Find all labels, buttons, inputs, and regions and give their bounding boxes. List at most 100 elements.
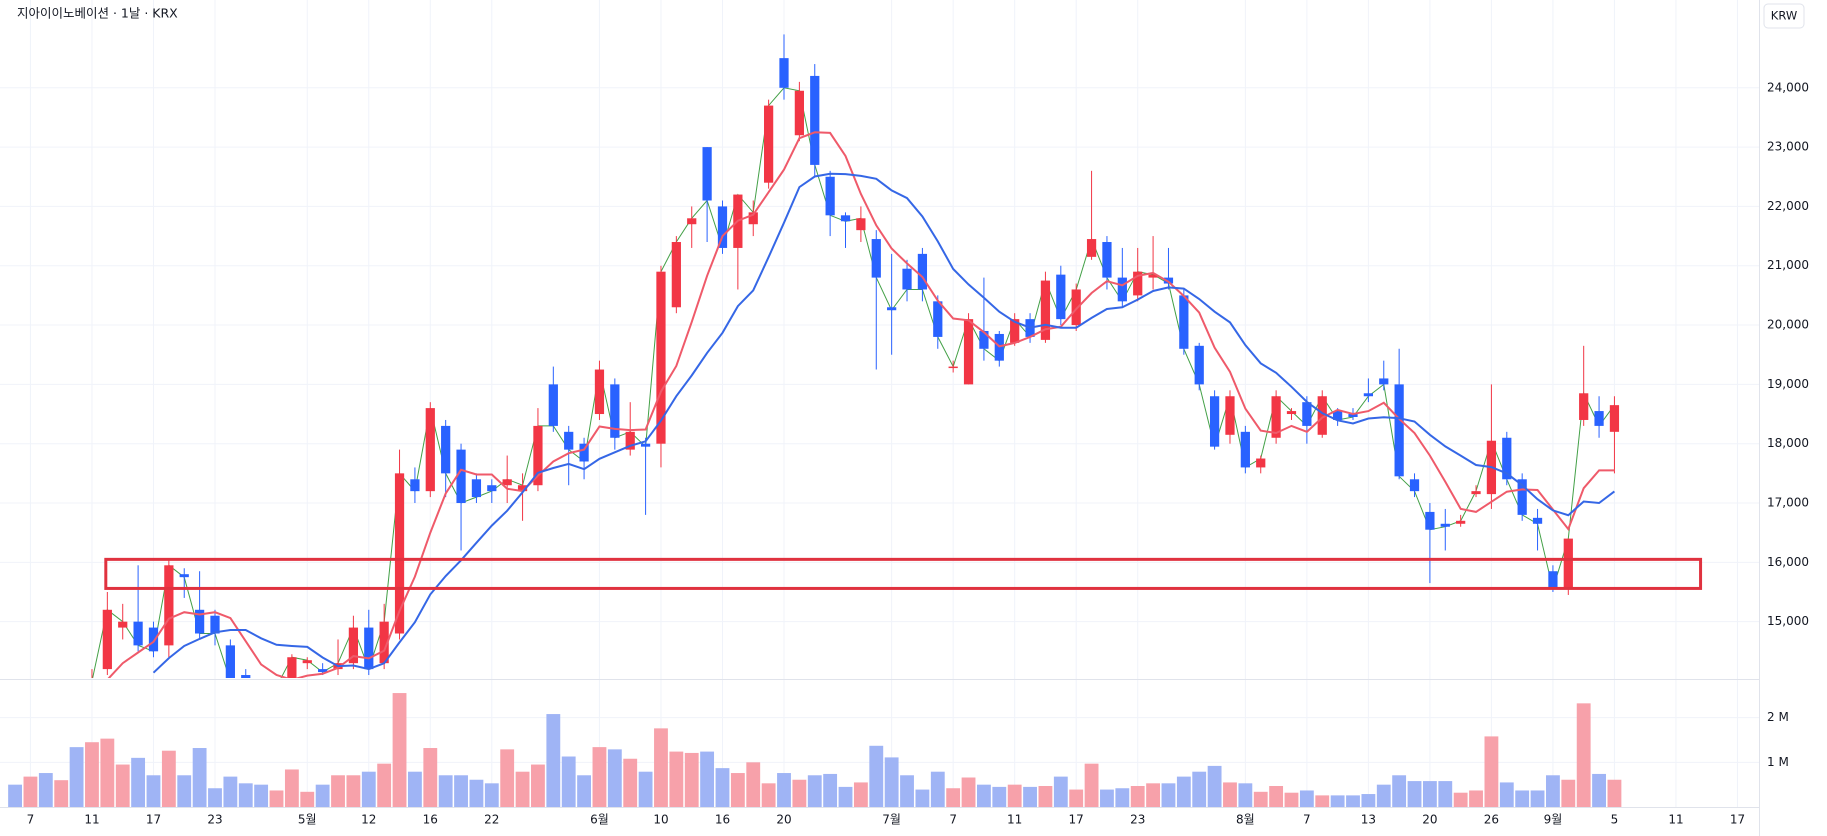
x-tick-label: 11	[1007, 813, 1022, 827]
volume-bar	[607, 749, 622, 807]
volume-bar	[315, 784, 330, 807]
volume-bar	[269, 790, 284, 807]
candle-body	[210, 615, 220, 634]
candle-body	[902, 268, 912, 290]
volume-bar	[331, 775, 345, 807]
x-tick-label: 17	[1730, 813, 1745, 827]
volume-bar	[884, 757, 899, 807]
candle-body	[1609, 405, 1620, 432]
x-tick-label: 6월	[590, 813, 609, 827]
y-tick-label: 22,000	[1767, 199, 1809, 213]
x-tick-label: 20	[776, 813, 791, 827]
volume-bar	[761, 783, 776, 807]
volume-bar	[1238, 783, 1253, 807]
candle-body	[302, 660, 312, 664]
volume-bar	[208, 788, 222, 807]
volume-bar	[1499, 782, 1514, 807]
candle-body	[979, 330, 989, 349]
candle-body	[702, 147, 712, 201]
candle-body	[225, 645, 235, 678]
y-tick-label: 17,000	[1767, 496, 1809, 510]
candle-body	[1394, 384, 1404, 477]
candle-body	[1517, 479, 1527, 515]
candle-body	[1409, 479, 1420, 492]
currency-badge[interactable]	[1763, 3, 1805, 29]
candle-body	[502, 479, 512, 486]
candle-body	[1071, 289, 1081, 326]
volume-tick-label: 2 M	[1767, 710, 1789, 724]
candle-body	[1594, 411, 1604, 426]
volume-bar	[192, 748, 207, 807]
volume-bar	[8, 784, 22, 807]
volume-bar	[1422, 781, 1437, 807]
candle-body	[1194, 345, 1204, 385]
x-tick-label: 13	[1361, 813, 1376, 827]
x-tick-label: 7	[949, 813, 957, 827]
y-tick-label: 21,000	[1767, 258, 1809, 272]
volume-bar	[977, 784, 991, 807]
volume-bar	[1223, 782, 1237, 807]
candle-body	[1271, 396, 1281, 438]
volume-bar	[1161, 783, 1176, 807]
volume-bar	[1269, 786, 1284, 807]
candle-body	[1256, 458, 1266, 468]
volume-bar	[1007, 784, 1022, 807]
chart-title: 지아이이노베이션 · 1날 · KRX	[17, 6, 178, 21]
x-tick-label: 23	[1130, 813, 1145, 827]
volume-bar	[346, 775, 361, 807]
volume-bar	[1176, 776, 1191, 807]
candle-body	[364, 627, 374, 670]
candle-body	[717, 206, 728, 248]
candle-body	[164, 565, 174, 646]
candle-body	[1209, 396, 1220, 447]
volume-bar	[1530, 790, 1545, 807]
candle-body	[1179, 295, 1189, 349]
candle-body	[687, 218, 697, 225]
volume-pane	[8, 693, 1622, 807]
volume-bar	[1453, 792, 1468, 807]
candle-body	[564, 431, 574, 450]
candle-body	[133, 621, 143, 646]
candle-body	[1548, 571, 1558, 590]
volume-bar	[223, 776, 238, 807]
candle-body	[179, 574, 189, 578]
x-tick-label: 11	[84, 813, 99, 827]
volume-bar	[1038, 786, 1053, 807]
volume-bar	[1130, 786, 1145, 807]
volume-bar	[284, 769, 299, 807]
volume-bar	[515, 771, 530, 807]
volume-bar	[100, 738, 115, 807]
candle-body	[118, 621, 128, 628]
y-tick-label: 20,000	[1767, 318, 1809, 332]
volume-bar	[23, 776, 38, 807]
candle-body	[794, 90, 804, 136]
candle-body	[1148, 274, 1158, 278]
y-tick-label: 24,000	[1767, 80, 1809, 94]
candle-body	[671, 242, 681, 308]
volume-bar	[377, 763, 392, 807]
highlight-box	[104, 557, 1703, 590]
volume-tick-label: 1 M	[1767, 755, 1789, 769]
candle-body	[394, 473, 405, 634]
volume-bar	[69, 747, 84, 807]
currency-label: KRW	[1771, 9, 1797, 23]
volume-bar	[823, 773, 838, 807]
candle-body	[1425, 511, 1435, 530]
candle-body	[379, 621, 389, 664]
volume-bar	[1115, 788, 1130, 807]
volume-bar	[1284, 792, 1299, 807]
volume-bar	[577, 775, 591, 807]
candle-body	[779, 58, 789, 88]
volume-bar	[1438, 781, 1453, 807]
candle-body	[948, 366, 958, 369]
x-tick-label: 17	[146, 813, 161, 827]
x-tick-label: 11	[1668, 813, 1683, 827]
volume-bar	[592, 747, 607, 807]
volume-bar	[1146, 783, 1161, 807]
x-tick-label: 7	[27, 813, 35, 827]
volume-bar	[1561, 779, 1576, 807]
candle-body	[871, 239, 881, 278]
volume-bar	[1084, 763, 1099, 807]
candle-body	[887, 307, 897, 311]
volume-bar	[1576, 703, 1591, 807]
